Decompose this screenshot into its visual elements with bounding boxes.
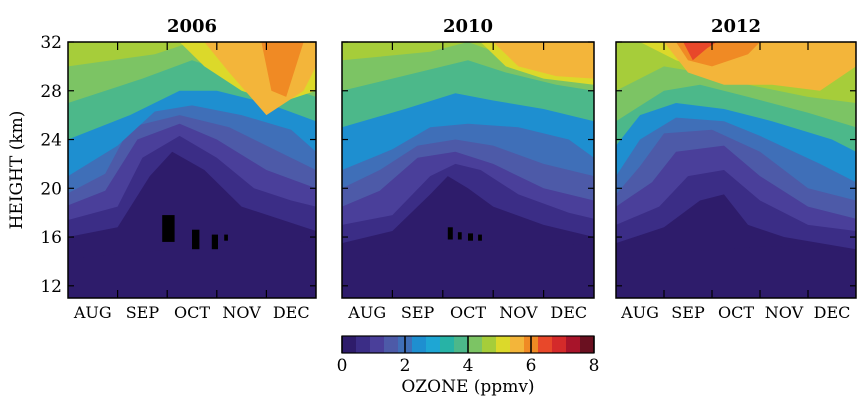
x-tick-label: AUG bbox=[347, 303, 386, 322]
x-tick-label: DEC bbox=[814, 303, 851, 322]
panel-title-2012: 2012 bbox=[711, 16, 761, 37]
colorbar-tick-label: 6 bbox=[526, 356, 537, 376]
contour-plot-2010 bbox=[342, 42, 594, 298]
x-axis-2010: AUG SEP OCT NOV DEC bbox=[347, 42, 587, 322]
ozone-minimum-patch bbox=[447, 227, 453, 240]
y-tick-label: 28 bbox=[40, 82, 62, 102]
y-axis-label: HEIGHT (km) bbox=[7, 111, 27, 230]
colorbar: 0 2 4 6 8 bbox=[337, 335, 600, 376]
contour-plot-2006 bbox=[68, 42, 316, 298]
colorbar-tick-label: 4 bbox=[463, 356, 474, 376]
contour-band bbox=[683, 42, 717, 61]
colorbar-segment bbox=[426, 336, 441, 353]
y-tick-label: 24 bbox=[40, 131, 62, 151]
x-tick-label: NOV bbox=[499, 303, 538, 322]
ozone-minimum-patch bbox=[478, 234, 482, 241]
colorbar-label: OZONE (ppmv) bbox=[401, 377, 534, 397]
colorbar-segment bbox=[482, 336, 497, 353]
colorbar-segment bbox=[552, 336, 567, 353]
x-tick-label: AUG bbox=[73, 303, 112, 322]
ozone-minimum-patch bbox=[211, 234, 218, 250]
plot-frame-2010 bbox=[341, 41, 595, 299]
contour-band bbox=[493, 42, 594, 79]
x-tick-label: SEP bbox=[401, 303, 435, 322]
x-tick-label: SEP bbox=[671, 303, 705, 322]
colorbar-segment bbox=[370, 336, 385, 353]
colorbar-segment bbox=[510, 336, 525, 353]
y-tick-label: 16 bbox=[40, 228, 62, 248]
x-axis-2012: AUG SEP OCT NOV DEC bbox=[620, 42, 850, 322]
colorbar-segment bbox=[440, 336, 455, 353]
panel-2010: 2010 AUG SEP OCT NOV DEC bbox=[341, 16, 595, 322]
colorbar-tick-label: 2 bbox=[400, 356, 411, 376]
ozone-minimum-patch bbox=[192, 229, 200, 250]
panel-2012: 2012 AUG SEP OCT NOV DEC bbox=[615, 16, 857, 322]
plot-frame-2012 bbox=[615, 41, 857, 299]
x-axis-2006: AUG SEP OCT NOV DEC bbox=[73, 42, 310, 322]
colorbar-segment bbox=[468, 336, 483, 353]
y-axis-2006: 12 16 20 24 28 32 bbox=[40, 33, 316, 297]
colorbar-segment bbox=[342, 336, 357, 353]
colorbar-segment bbox=[356, 336, 371, 353]
contour-band bbox=[261, 42, 304, 97]
y-axis-2012 bbox=[616, 41, 856, 287]
panel-title-2010: 2010 bbox=[443, 16, 493, 37]
x-tick-label: NOV bbox=[765, 303, 804, 322]
panel-title-2006: 2006 bbox=[167, 16, 217, 37]
plot-frame-2006 bbox=[67, 41, 317, 299]
colorbar-segment bbox=[454, 336, 469, 353]
contour-plot-2012 bbox=[616, 42, 856, 298]
x-tick-label: DEC bbox=[550, 303, 587, 322]
y-tick-label: 12 bbox=[40, 277, 62, 297]
x-tick-label: OCT bbox=[174, 303, 210, 322]
ozone-minimum-patch bbox=[468, 233, 473, 241]
colorbar-segment bbox=[538, 336, 553, 353]
y-axis-label-group: HEIGHT (km) bbox=[7, 111, 27, 230]
x-tick-label: OCT bbox=[450, 303, 486, 322]
colorbar-segment bbox=[412, 336, 427, 353]
colorbar-segment bbox=[384, 336, 399, 353]
y-tick-label: 32 bbox=[40, 33, 62, 53]
x-tick-label: NOV bbox=[222, 303, 261, 322]
ozone-minimum-patch bbox=[162, 215, 175, 242]
y-axis-2010 bbox=[342, 41, 594, 287]
x-tick-label: OCT bbox=[718, 303, 754, 322]
colorbar-segment bbox=[496, 336, 511, 353]
ozone-minimum-patch bbox=[224, 234, 228, 241]
colorbar-segment bbox=[580, 336, 595, 353]
ozone-minimum-patch bbox=[457, 232, 462, 240]
x-tick-label: SEP bbox=[126, 303, 160, 322]
colorbar-tick-label: 0 bbox=[337, 356, 348, 376]
x-tick-label: AUG bbox=[620, 303, 659, 322]
colorbar-segment bbox=[566, 336, 581, 353]
x-tick-label: DEC bbox=[273, 303, 310, 322]
colorbar-tick-label: 8 bbox=[589, 356, 600, 376]
y-tick-label: 20 bbox=[40, 179, 62, 199]
panel-2006: 2006 AUG SEP OCT NOV DEC 12 16 20 24 28 32 bbox=[40, 16, 317, 322]
